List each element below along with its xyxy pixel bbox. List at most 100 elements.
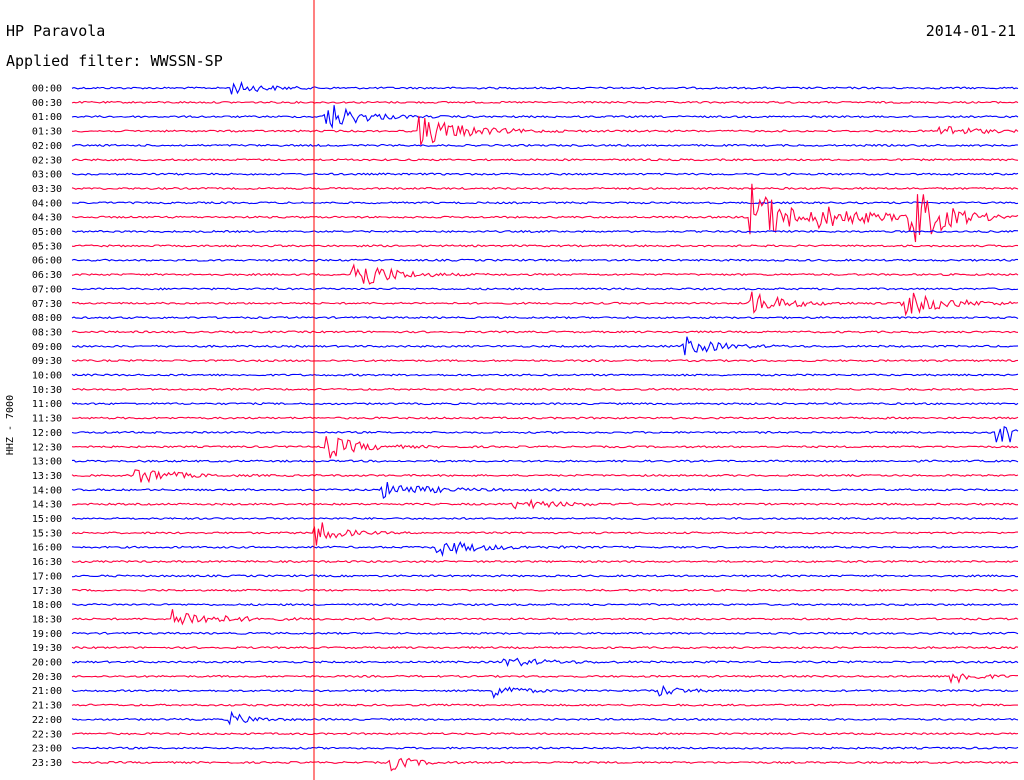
time-label: 19:30 [32,643,62,654]
trace-line [71,732,1019,736]
time-label: 02:00 [32,141,62,152]
trace-line [71,459,1019,463]
time-label: 21:00 [32,686,62,697]
time-label: 20:00 [32,658,62,669]
trace-line [71,588,1019,592]
trace-line [71,387,1019,391]
trace-line [71,373,1019,377]
time-label: 13:30 [32,471,62,482]
time-label: 01:00 [32,112,62,123]
trace-line [71,402,1019,406]
time-axis-labels: 00:00 00:30 01:00 01:30 02:00 02:30 03:00 03:30… [32,84,62,769]
time-label: 16:00 [32,543,62,554]
trace-line [71,183,1019,243]
trace-line [71,291,1019,317]
time-label: 11:00 [32,399,62,410]
time-label: 04:00 [32,198,62,209]
trace-line [71,498,1019,510]
time-label: 21:30 [32,701,62,712]
trace-line [71,201,1019,205]
time-label: 10:00 [32,371,62,382]
time-label: 12:30 [32,442,62,453]
time-label: 13:00 [32,457,62,468]
time-label: 05:30 [32,241,62,252]
trace-line [71,710,1019,726]
trace-line [71,143,1019,148]
trace-line [71,516,1019,521]
time-label: 05:00 [32,227,62,238]
trace-line [71,330,1019,334]
trace-line [71,263,1019,285]
trace-line [71,258,1019,262]
trace-line [71,229,1019,234]
trace-line [71,105,1019,130]
time-label: 11:30 [32,414,62,425]
time-label: 12:00 [32,428,62,439]
time-label: 00:30 [32,98,62,109]
trace-line [71,336,1019,356]
time-label: 07:30 [32,299,62,310]
time-label: 08:30 [32,327,62,338]
time-label: 00:00 [32,84,62,95]
trace-line [71,416,1019,420]
time-label: 15:00 [32,514,62,525]
time-label: 09:00 [32,342,62,353]
trace-line [71,609,1019,626]
trace-line [71,287,1019,291]
time-label: 16:30 [32,557,62,568]
station-title: HP Paravola [6,22,105,40]
trace-line [71,115,1019,146]
record-date: 2014-01-21 [926,22,1016,40]
time-label: 23:30 [32,758,62,769]
time-label: 06:30 [32,270,62,281]
trace-line [71,315,1019,320]
trace-line [71,80,1019,95]
time-label: 17:30 [32,586,62,597]
trace-line [71,172,1019,176]
trace-line [71,359,1019,363]
time-label: 07:00 [32,284,62,295]
time-label: 01:30 [32,127,62,138]
trace-line [71,244,1019,248]
trace-line [71,703,1018,707]
trace-line [71,436,1019,459]
time-label: 18:00 [32,600,62,611]
trace-line [71,657,1019,668]
trace-line [72,574,1019,578]
time-label: 22:00 [32,715,62,726]
trace-line [71,631,1019,635]
time-label: 10:30 [32,385,62,396]
trace-line [71,559,1019,564]
trace-line [71,746,1019,750]
filter-label: Applied filter: WWSSN-SP [6,52,223,70]
trace-line [71,603,1019,607]
seismogram-traces [71,80,1019,772]
trace-line [71,482,1019,499]
time-label: 04:30 [32,213,62,224]
trace-line [71,522,1019,546]
time-label: 08:00 [32,313,62,324]
time-label: 14:00 [32,485,62,496]
trace-line [71,540,1019,558]
time-label: 19:00 [32,629,62,640]
time-label: 23:00 [32,744,62,755]
time-label: 06:00 [32,256,62,267]
time-label: 18:30 [32,614,62,625]
channel-label: HHZ - 7000 [5,395,16,455]
trace-line [71,646,1019,650]
trace-line [71,673,1019,685]
time-label: 03:30 [32,184,62,195]
trace-line [71,684,1019,700]
time-label: 03:00 [32,170,62,181]
trace-line [71,469,1019,484]
trace-line [71,186,1019,190]
time-label: 09:30 [32,356,62,367]
time-label: 02:30 [32,155,62,166]
time-label: 14:30 [32,500,62,511]
trace-line [71,425,1019,443]
trace-line [71,158,1019,162]
time-label: 20:30 [32,672,62,683]
time-label: 15:30 [32,528,62,539]
trace-line [71,100,1019,104]
